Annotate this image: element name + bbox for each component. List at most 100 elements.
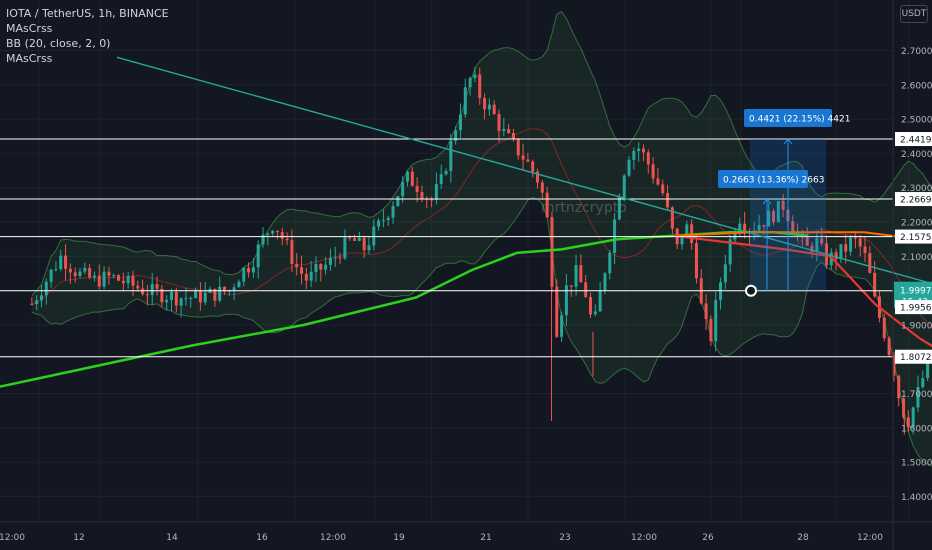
time-tick-label: 12:00 — [0, 533, 25, 543]
bb-upper — [31, 10, 932, 297]
horizontal-levels[interactable] — [0, 138, 893, 358]
candle-body — [333, 257, 337, 259]
candle-body — [521, 155, 525, 160]
candle-body — [540, 182, 544, 193]
candle-body — [911, 407, 915, 428]
level-label: 2.2669 — [900, 196, 932, 206]
candle-body — [569, 285, 573, 287]
time-tick-label: 12:00 — [631, 533, 657, 543]
candle-body — [112, 275, 116, 277]
legend-indicator-2[interactable]: BB (20, close, 2, 0) — [6, 37, 111, 50]
candle-body — [873, 272, 877, 297]
candle-body — [545, 192, 549, 218]
candle-body — [487, 104, 491, 110]
candle-body — [516, 138, 520, 156]
candle-body — [150, 284, 154, 296]
candle-body — [117, 275, 121, 281]
candle-body — [550, 217, 554, 287]
candle-body — [405, 171, 409, 182]
candle-body — [203, 292, 207, 303]
time-tick-label: 12:00 — [857, 533, 883, 543]
candle-body — [762, 224, 766, 227]
candle-body — [588, 297, 592, 315]
cursor-handle — [745, 284, 757, 297]
price-tick-label: 2.2000 — [901, 219, 932, 229]
price-tick-label: 2.1000 — [901, 253, 932, 263]
candle-body — [401, 181, 405, 197]
candle-body — [497, 114, 501, 131]
candle-body — [372, 226, 376, 246]
candle-body — [820, 238, 824, 244]
price-tick-label: 1.7000 — [901, 390, 932, 400]
time-axis[interactable]: 12:00 12 14 16 12:00 19 21 23 12:00 26 28 12:00 — [0, 521, 932, 543]
candle-body — [926, 357, 930, 379]
candle-body — [222, 286, 226, 292]
candle-body — [126, 275, 130, 284]
candle-body — [155, 284, 159, 289]
price-axis[interactable]: 2.7000 2.6000 2.5000 2.4000 2.3000 2.2000 2.10… — [892, 0, 932, 550]
candle-body — [275, 230, 279, 233]
candle-body — [304, 273, 308, 281]
candle-body — [78, 271, 82, 277]
candle-body — [420, 192, 424, 199]
candle-body — [73, 272, 77, 277]
price-tick-label: 2.3000 — [901, 184, 932, 194]
candle-body — [391, 206, 395, 218]
candle-body — [290, 240, 294, 264]
candle-body — [386, 217, 390, 221]
time-tick-label: 26 — [702, 533, 714, 543]
candle-body — [593, 311, 597, 315]
time-tick-label: 12 — [73, 533, 84, 543]
candle-body — [641, 148, 645, 153]
candle-body — [906, 417, 910, 428]
candle-body — [324, 264, 328, 270]
level-label-box — [895, 349, 932, 364]
candle-body — [88, 268, 92, 278]
currency-button[interactable]: USDT — [900, 5, 928, 23]
candlesticks — [30, 67, 932, 435]
measure-tools[interactable]: 0.4421 (22.15%) 4421 0.2663 (13.36%) 2663 — [718, 109, 850, 297]
candle-body — [54, 269, 58, 271]
candle-body — [102, 271, 106, 287]
candle-body — [709, 318, 713, 342]
candle-body — [728, 239, 732, 265]
candle-body — [35, 300, 39, 305]
candle-body — [849, 237, 853, 252]
candle-body — [511, 133, 515, 139]
candle-body — [295, 263, 299, 268]
price-tick-label: 1.4000 — [901, 493, 932, 503]
candle-body — [362, 237, 366, 251]
price-tick-label: 2.4000 — [901, 150, 932, 160]
candle-body — [680, 235, 684, 245]
measure-arrowhead — [783, 138, 793, 145]
candle-body — [714, 300, 718, 342]
price-tick-label: 2.5000 — [901, 116, 932, 126]
candle-body — [781, 200, 785, 210]
time-tick-label: 16 — [256, 533, 268, 543]
candle-body — [776, 200, 780, 223]
candle-body — [353, 238, 357, 241]
legend-indicator-3[interactable]: MAsCrss — [6, 52, 53, 65]
trendline[interactable] — [116, 56, 932, 352]
candle-body — [738, 223, 742, 234]
time-tick-label: 14 — [166, 533, 178, 543]
price-tick-label: 2.6000 — [901, 81, 932, 91]
candle-body — [121, 280, 125, 284]
candle-body — [882, 317, 886, 339]
candle-body — [868, 253, 872, 273]
candle-body — [280, 232, 284, 239]
candle-body — [131, 275, 135, 286]
candle-body — [396, 196, 400, 207]
candle-body — [723, 264, 727, 283]
time-tick-label: 28 — [797, 533, 809, 543]
legend-title[interactable]: IOTA / TetherUS, 1h, BINANCE — [6, 7, 169, 20]
price-label: 1.9956 — [900, 304, 932, 314]
candle-body — [165, 299, 169, 303]
candle-body — [526, 159, 530, 162]
candle-body — [627, 159, 631, 176]
candle-body — [367, 245, 371, 251]
candle-body — [107, 271, 111, 276]
candle-body — [772, 210, 776, 223]
legend-indicator-1[interactable]: MAsCrss — [6, 22, 53, 35]
